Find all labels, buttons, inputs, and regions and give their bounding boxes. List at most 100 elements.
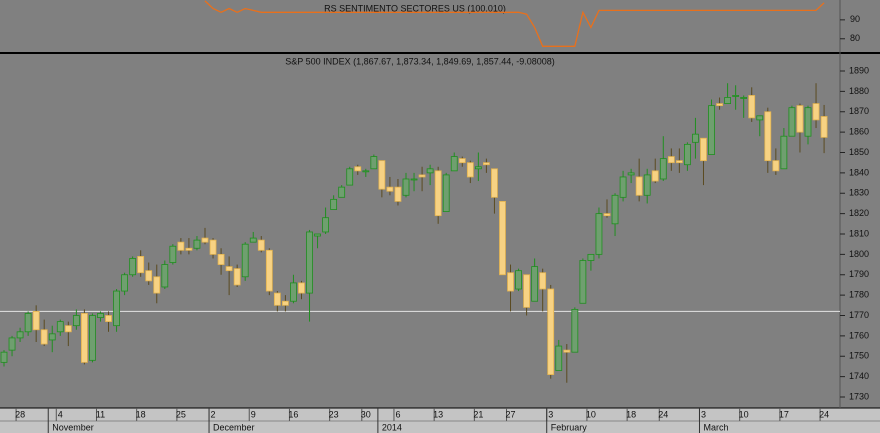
candle-body xyxy=(233,268,241,286)
candle-body xyxy=(105,315,112,323)
candle-body xyxy=(64,325,72,333)
x-tick-label: 24 xyxy=(819,409,829,419)
x-tick-label: 24 xyxy=(658,409,668,419)
candle-body xyxy=(507,272,514,292)
candle-body xyxy=(177,241,185,251)
candle-body xyxy=(523,274,530,308)
candle-body xyxy=(8,337,16,351)
candle-body xyxy=(225,266,233,272)
candle-body xyxy=(249,237,257,243)
candle-body xyxy=(113,290,120,327)
candle-body xyxy=(281,300,289,306)
candle-body xyxy=(820,116,828,138)
candle-body xyxy=(273,292,281,306)
candle-body xyxy=(708,105,715,155)
candle-body xyxy=(306,231,313,294)
x-tick-label: 30 xyxy=(361,409,371,419)
candle-body xyxy=(362,170,370,173)
candle-body xyxy=(314,233,321,237)
candle-body xyxy=(603,213,611,217)
candle-body xyxy=(684,143,691,166)
x-tick-label: 17 xyxy=(779,409,789,419)
x-tick-label: 25 xyxy=(176,409,186,419)
x-tick-label: 3 xyxy=(701,409,706,419)
y-tick-label: 1820 xyxy=(849,208,869,218)
candle-body xyxy=(740,97,748,99)
x-tick-label: 4 xyxy=(58,409,63,419)
candle-body xyxy=(394,186,402,202)
x-tick-label: 10 xyxy=(739,409,749,419)
y-tick-label: 1850 xyxy=(849,147,869,157)
y-tick-label: 1800 xyxy=(849,249,869,259)
candle-body xyxy=(619,176,627,198)
month-label: March xyxy=(703,422,728,432)
candle-body xyxy=(499,200,506,276)
candle-body xyxy=(675,160,683,164)
candle-body xyxy=(796,105,804,133)
y-tick-label: 1880 xyxy=(849,86,869,96)
y-tick-label: 1770 xyxy=(849,310,869,320)
month-label: 2014 xyxy=(382,422,402,432)
x-tick-label: 27 xyxy=(506,409,516,419)
candle-body xyxy=(40,329,48,345)
candle-body xyxy=(555,345,563,371)
candle-body xyxy=(378,160,386,190)
candle-body xyxy=(692,133,699,143)
candle-body xyxy=(346,168,354,186)
x-tick-label: 3 xyxy=(548,409,553,419)
candle-body xyxy=(772,160,780,172)
candle-body xyxy=(217,253,225,265)
x-tick-label: 2 xyxy=(211,409,216,419)
month-label: December xyxy=(213,422,255,432)
month-label: November xyxy=(52,422,94,432)
x-tick-label: 6 xyxy=(395,409,400,419)
candle-body xyxy=(410,178,418,181)
candle-body xyxy=(539,272,547,290)
candle-body xyxy=(466,162,474,178)
candle-body xyxy=(129,258,137,276)
candle-body xyxy=(442,174,450,212)
candle-body xyxy=(257,239,265,251)
candle-body xyxy=(531,266,539,302)
candle-body xyxy=(121,274,128,292)
candle-body xyxy=(611,194,619,225)
candle-body xyxy=(0,351,8,363)
candle-body xyxy=(298,282,305,294)
x-tick-label: 13 xyxy=(433,409,443,419)
candle-body xyxy=(748,95,756,119)
candle-body xyxy=(764,111,772,162)
candle-body xyxy=(643,174,651,196)
y-tick-label: 1890 xyxy=(849,65,869,75)
candle-body xyxy=(756,115,764,121)
y-tick-label: 90 xyxy=(850,14,860,24)
candle-body xyxy=(595,213,603,255)
y-tick-label: 1750 xyxy=(849,351,869,361)
candle-body xyxy=(571,308,579,353)
y-tick-label: 1840 xyxy=(849,167,869,177)
candle-body xyxy=(700,137,707,162)
y-tick-label: 1760 xyxy=(849,330,869,340)
month-label: February xyxy=(551,422,588,432)
candle-body xyxy=(547,288,555,375)
x-tick-label: 23 xyxy=(329,409,339,419)
candle-body xyxy=(32,311,40,331)
candle-body xyxy=(418,174,426,178)
x-tick-label: 28 xyxy=(15,409,25,419)
candle-body xyxy=(16,331,24,339)
y-tick-label: 1730 xyxy=(849,391,869,401)
y-tick-label: 1740 xyxy=(849,371,869,381)
x-tick-label: 18 xyxy=(136,409,146,419)
candle-body xyxy=(724,97,731,105)
candle-body xyxy=(370,156,378,170)
candle-body xyxy=(241,243,249,278)
y-tick-label: 1830 xyxy=(849,188,869,198)
candle-body xyxy=(145,270,153,282)
candle-body xyxy=(780,135,788,170)
candle-body xyxy=(563,349,571,353)
candle-body xyxy=(193,239,201,249)
y-tick-label: 1780 xyxy=(849,290,869,300)
candle-body xyxy=(153,276,161,294)
candle-body xyxy=(474,166,482,170)
